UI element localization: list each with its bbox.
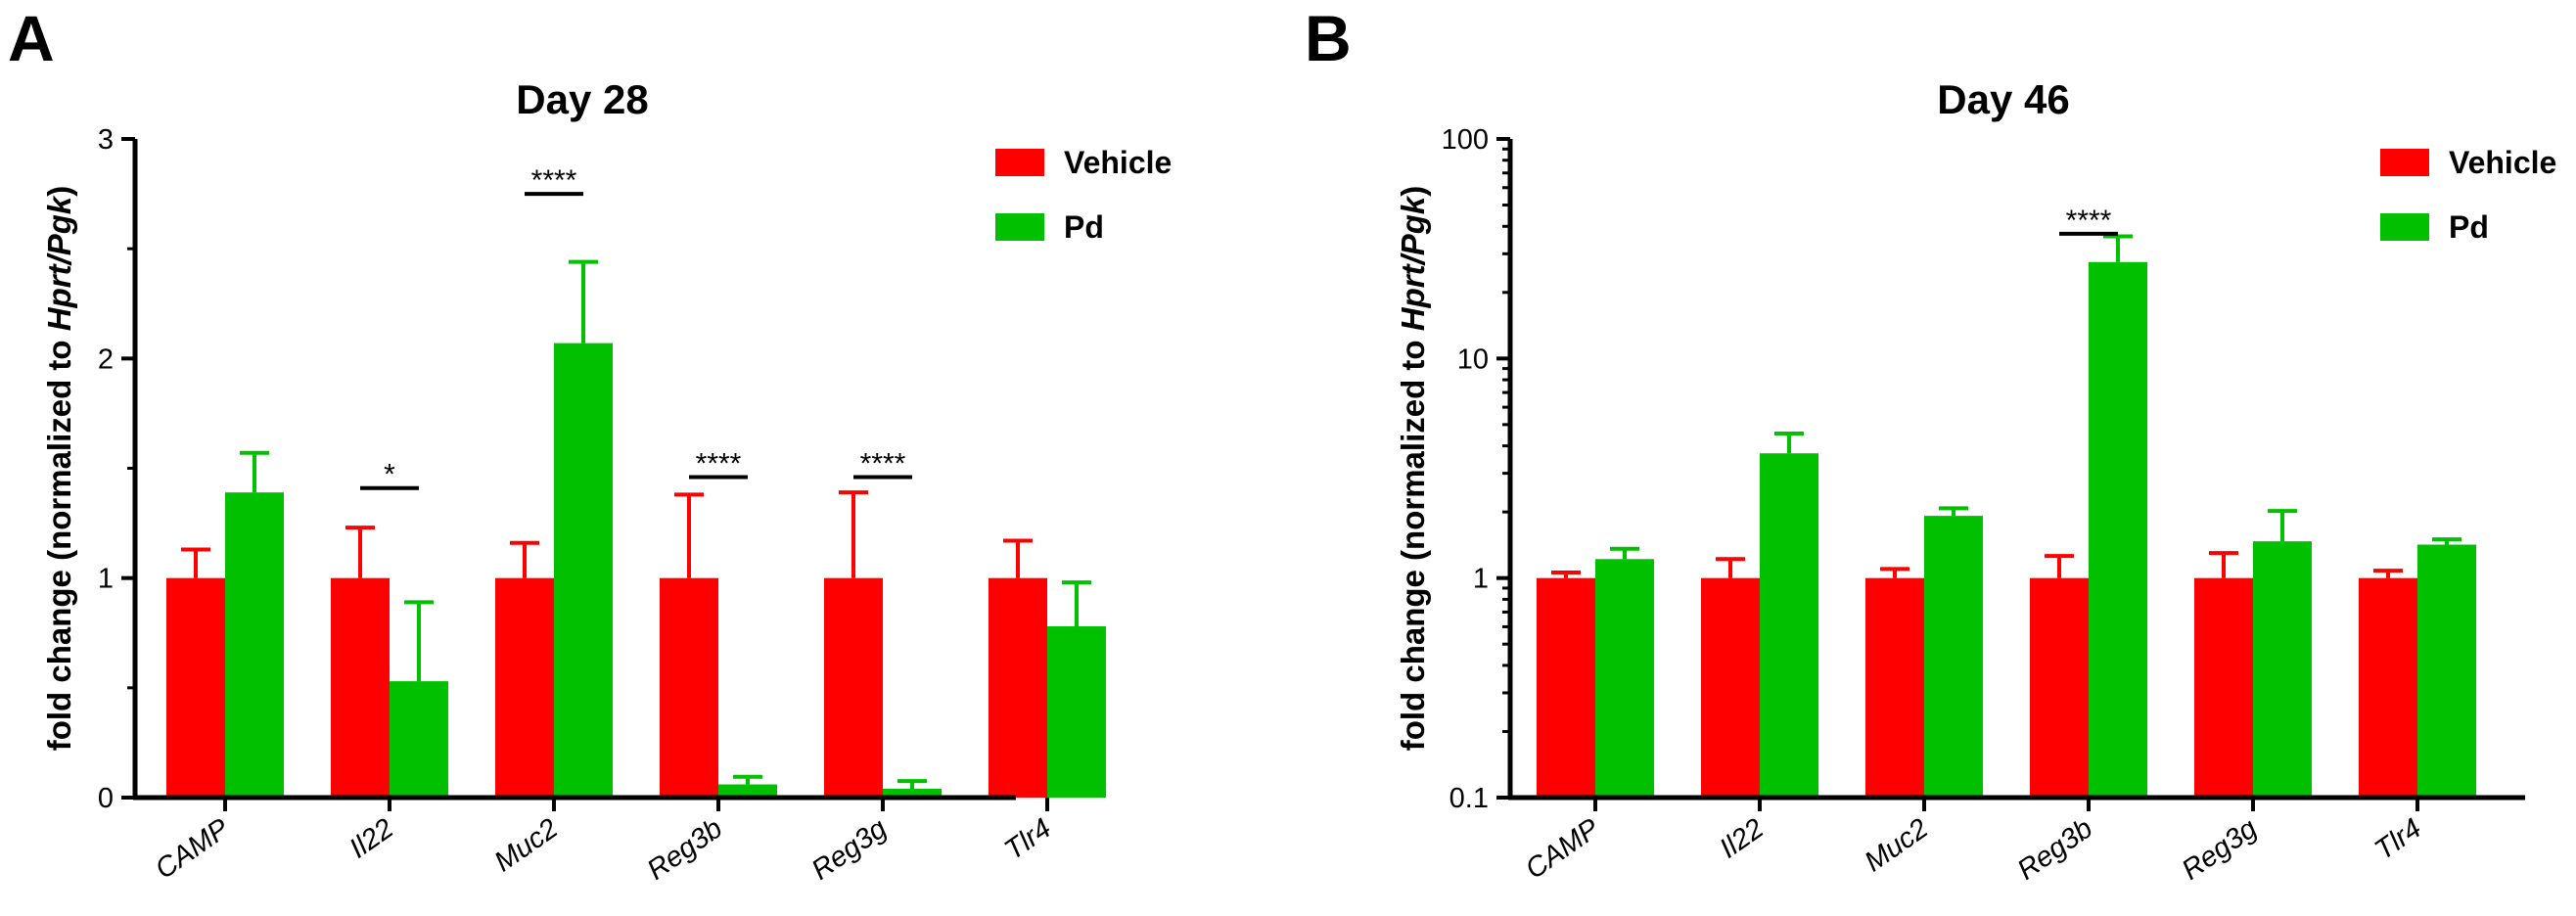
significance-label: * [384,459,395,491]
bar-vehicle-reg3b [2030,577,2089,798]
bar-pd-reg3g [883,789,942,798]
legend-swatch-vehicle [2380,149,2429,176]
significance-label: **** [696,447,742,480]
legend-label-vehicle: Vehicle [2449,145,2556,180]
bar-pd-il22 [390,681,448,798]
x-tick-label-tlr4: Tlr4 [2369,813,2427,867]
bar-vehicle-camp [1537,577,1595,798]
legend-swatch-vehicle [995,149,1044,176]
y-tick-label: 10 [1457,344,1489,375]
bar-vehicle-tlr4 [2359,577,2417,798]
panel-a: A Day 28 fold change (normalized to Hprt/P… [8,2,1172,887]
x-tick-label-tlr4: Tlr4 [999,813,1057,867]
bar-pd-reg3g [2253,541,2312,798]
y-tick-label: 0 [98,783,114,814]
x-tick-label-muc2: Muc2 [1860,813,1934,879]
bar-pd-reg3b [718,784,777,798]
x-tick-label-reg3g: Reg3g [2177,813,2263,887]
bar-vehicle-muc2 [1865,577,1924,798]
chart-title: Day 28 [516,76,648,122]
bar-vehicle-reg3g [824,577,883,798]
bar-vehicle-muc2 [495,577,554,798]
x-tick-label-camp: CAMP [1520,812,1606,886]
y-tick-label: 2 [98,344,114,375]
bar-pd-il22 [1760,453,1818,798]
y-tick-label: 1 [98,564,114,595]
legend-swatch-pd [995,213,1044,241]
x-tick-label-reg3b: Reg3b [642,813,728,887]
bar-pd-camp [1595,559,1654,798]
bar-pd-muc2 [1924,516,1983,798]
y-tick-label: 1 [1473,564,1489,595]
bar-vehicle-il22 [331,577,390,798]
bar-pd-reg3b [2089,261,2147,798]
bar-vehicle-reg3b [660,577,718,798]
legend-label-pd: Pd [2449,209,2489,245]
x-tick-label-muc2: Muc2 [489,813,564,879]
legend-label-vehicle: Vehicle [1064,145,1172,180]
bar-vehicle-camp [166,577,225,798]
bar-vehicle-tlr4 [989,577,1047,798]
panel-letter: B [1305,2,1352,74]
legend-label-pd: Pd [1064,209,1104,245]
significance-label: **** [2066,205,2112,237]
x-tick-label-reg3g: Reg3g [806,813,893,887]
y-tick-label: 3 [98,124,114,156]
bar-pd-tlr4 [1047,626,1106,798]
significance-label: **** [860,447,906,480]
x-tick-label-il22: Il22 [344,813,399,865]
bar-pd-muc2 [554,343,613,798]
significance-label: **** [531,164,577,197]
legend-swatch-pd [2380,213,2429,241]
x-tick-label-reg3b: Reg3b [2012,813,2098,887]
y-tick-label: 100 [1442,124,1489,156]
panel-letter: A [8,2,55,74]
y-axis-label: fold change (normalized to Hprt/Pgk) [41,186,77,752]
x-tick-label-camp: CAMP [150,812,236,886]
bar-pd-camp [225,492,284,798]
x-tick-label-il22: Il22 [1714,813,1770,865]
y-tick-label: 0.1 [1449,783,1489,814]
bar-pd-tlr4 [2417,544,2476,798]
bar-vehicle-reg3g [2194,577,2253,798]
y-axis-label: fold change (normalized to Hprt/Pgk) [1395,186,1431,752]
panel-b: B Day 46 fold change (normalized to Hprt/P… [1305,2,2556,887]
chart-title: Day 46 [1937,76,2069,122]
bar-vehicle-il22 [1701,577,1760,798]
